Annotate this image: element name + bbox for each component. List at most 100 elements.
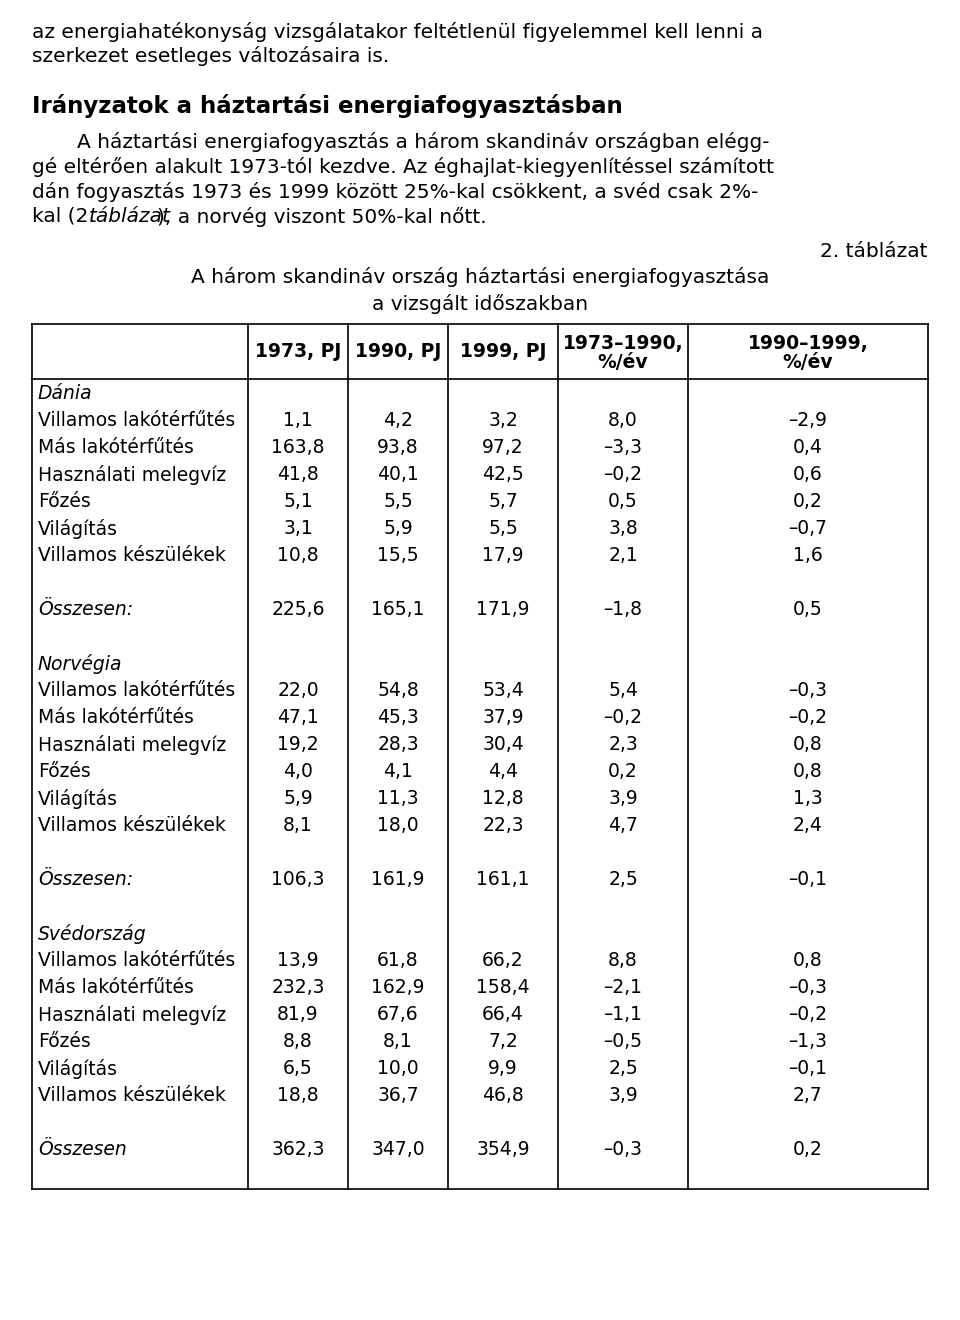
Text: 0,6: 0,6 xyxy=(793,465,823,484)
Text: 6,5: 6,5 xyxy=(283,1059,313,1078)
Text: 0,2: 0,2 xyxy=(608,762,637,781)
Text: szerkezet esetleges változásaira is.: szerkezet esetleges változásaira is. xyxy=(32,46,389,66)
Text: 0,2: 0,2 xyxy=(793,492,823,511)
Text: 19,2: 19,2 xyxy=(277,735,319,754)
Text: 2,4: 2,4 xyxy=(793,816,823,836)
Text: 10,8: 10,8 xyxy=(277,546,319,565)
Text: 4,0: 4,0 xyxy=(283,762,313,781)
Text: 17,9: 17,9 xyxy=(482,546,524,565)
Text: –0,1: –0,1 xyxy=(788,870,828,888)
Text: 106,3: 106,3 xyxy=(272,870,324,888)
Text: 2,3: 2,3 xyxy=(608,735,637,754)
Text: 5,9: 5,9 xyxy=(383,519,413,539)
Text: –1,8: –1,8 xyxy=(604,601,642,619)
Text: –2,9: –2,9 xyxy=(788,411,828,430)
Text: –0,1: –0,1 xyxy=(788,1059,828,1078)
Text: gé eltérően alakult 1973-tól kezdve. Az éghajlat-kiegyenlítéssel számított: gé eltérően alakult 1973-tól kezdve. Az … xyxy=(32,157,774,177)
Text: 42,5: 42,5 xyxy=(482,465,524,484)
Text: 30,4: 30,4 xyxy=(482,735,524,754)
Text: 37,9: 37,9 xyxy=(482,708,524,727)
Text: Világítás: Világítás xyxy=(38,789,118,809)
Text: 1,3: 1,3 xyxy=(793,789,823,808)
Text: 54,8: 54,8 xyxy=(377,681,419,700)
Text: 161,9: 161,9 xyxy=(372,870,424,888)
Text: 4,2: 4,2 xyxy=(383,411,413,430)
Text: 1973–1990,: 1973–1990, xyxy=(563,334,684,352)
Text: Más lakótérfűtés: Más lakótérfűtés xyxy=(38,978,194,997)
Text: –2,1: –2,1 xyxy=(604,978,642,997)
Text: A három skandináv ország háztartási energiafogyasztása: A három skandináv ország háztartási ener… xyxy=(191,267,769,286)
Text: 13,9: 13,9 xyxy=(277,950,319,970)
Text: Norvégia: Norvégia xyxy=(38,653,123,675)
Text: 171,9: 171,9 xyxy=(476,601,530,619)
Text: 2,5: 2,5 xyxy=(608,870,637,888)
Text: 1,6: 1,6 xyxy=(793,546,823,565)
Text: 4,1: 4,1 xyxy=(383,762,413,781)
Text: Villamos lakótérfűtés: Villamos lakótérfűtés xyxy=(38,411,235,430)
Text: 9,9: 9,9 xyxy=(488,1059,517,1078)
Text: 41,8: 41,8 xyxy=(277,465,319,484)
Text: %/év: %/év xyxy=(598,352,648,372)
Text: Használati melegvíz: Használati melegvíz xyxy=(38,735,227,755)
Text: 225,6: 225,6 xyxy=(272,601,324,619)
Text: 18,0: 18,0 xyxy=(377,816,419,836)
Text: 232,3: 232,3 xyxy=(272,978,324,997)
Text: 2,1: 2,1 xyxy=(608,546,637,565)
Text: az energiahatékonyság vizsgálatakor feltétlenül figyelemmel kell lenni a: az energiahatékonyság vizsgálatakor felt… xyxy=(32,22,763,42)
Text: –0,2: –0,2 xyxy=(604,708,642,727)
Text: 5,1: 5,1 xyxy=(283,492,313,511)
Text: 4,7: 4,7 xyxy=(608,816,638,836)
Text: 8,0: 8,0 xyxy=(608,411,637,430)
Text: %/év: %/év xyxy=(782,352,833,372)
Text: Villamos készülékek: Villamos készülékek xyxy=(38,1086,226,1105)
Text: 0,8: 0,8 xyxy=(793,735,823,754)
Text: 46,8: 46,8 xyxy=(482,1086,524,1105)
Text: 3,9: 3,9 xyxy=(608,1086,637,1105)
Text: 0,5: 0,5 xyxy=(793,601,823,619)
Text: 18,8: 18,8 xyxy=(277,1086,319,1105)
Text: –1,3: –1,3 xyxy=(788,1032,828,1051)
Text: 1990–1999,: 1990–1999, xyxy=(748,334,869,352)
Text: 2,5: 2,5 xyxy=(608,1059,637,1078)
Text: 2. táblázat: 2. táblázat xyxy=(821,242,928,261)
Text: dán fogyasztás 1973 és 1999 között 25%-kal csökkent, a svéd csak 2%-: dán fogyasztás 1973 és 1999 között 25%-k… xyxy=(32,182,758,202)
Text: 5,7: 5,7 xyxy=(488,492,517,511)
Text: Világítás: Világítás xyxy=(38,519,118,539)
Text: 40,1: 40,1 xyxy=(377,465,419,484)
Text: 8,8: 8,8 xyxy=(283,1032,313,1051)
Text: 93,8: 93,8 xyxy=(377,438,419,457)
Text: 47,1: 47,1 xyxy=(277,708,319,727)
Text: 3,8: 3,8 xyxy=(608,519,637,539)
Text: 5,5: 5,5 xyxy=(488,519,517,539)
Text: Használati melegvíz: Használati melegvíz xyxy=(38,465,227,484)
Text: –0,2: –0,2 xyxy=(788,1005,828,1024)
Text: 163,8: 163,8 xyxy=(272,438,324,457)
Text: 0,8: 0,8 xyxy=(793,950,823,970)
Text: 10,0: 10,0 xyxy=(377,1059,419,1078)
Text: 7,2: 7,2 xyxy=(488,1032,517,1051)
Text: 8,1: 8,1 xyxy=(283,816,313,836)
Text: 97,2: 97,2 xyxy=(482,438,524,457)
Text: ), a norvég viszont 50%-kal nőtt.: ), a norvég viszont 50%-kal nőtt. xyxy=(157,207,487,227)
Text: Irányzatok a háztartási energiafogyasztásban: Irányzatok a háztartási energiafogyasztá… xyxy=(32,94,623,117)
Text: 162,9: 162,9 xyxy=(372,978,424,997)
Text: 354,9: 354,9 xyxy=(476,1140,530,1159)
Text: 158,4: 158,4 xyxy=(476,978,530,997)
Text: Más lakótérfűtés: Más lakótérfűtés xyxy=(38,708,194,727)
Text: Összesen:: Összesen: xyxy=(38,870,133,888)
Text: 36,7: 36,7 xyxy=(377,1086,419,1105)
Text: 3,9: 3,9 xyxy=(608,789,637,808)
Text: 8,1: 8,1 xyxy=(383,1032,413,1051)
Text: Villamos lakótérfűtés: Villamos lakótérfűtés xyxy=(38,950,235,970)
Text: –0,3: –0,3 xyxy=(604,1140,642,1159)
Text: 22,3: 22,3 xyxy=(482,816,524,836)
Text: Főzés: Főzés xyxy=(38,492,91,511)
Text: 161,1: 161,1 xyxy=(476,870,530,888)
Text: –0,2: –0,2 xyxy=(604,465,642,484)
Text: 28,3: 28,3 xyxy=(377,735,419,754)
Text: 1973, PJ: 1973, PJ xyxy=(254,342,341,360)
Text: táblázat: táblázat xyxy=(89,207,171,226)
Text: 0,4: 0,4 xyxy=(793,438,823,457)
Text: 1990, PJ: 1990, PJ xyxy=(355,342,442,360)
Text: 347,0: 347,0 xyxy=(372,1140,425,1159)
